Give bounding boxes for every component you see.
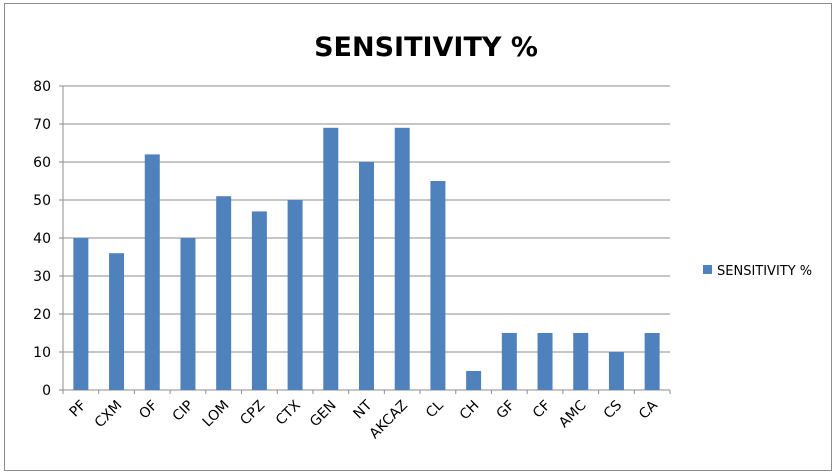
- chart-frame: [4, 3, 832, 471]
- bar-pf: [73, 238, 89, 390]
- y-tick-label: 30: [33, 269, 51, 285]
- bar-cxm: [109, 253, 125, 390]
- chart-title: SENSITIVITY %: [314, 32, 538, 63]
- bar-gen: [323, 127, 339, 391]
- bars: [73, 127, 660, 391]
- legend: SENSITIVITY %: [703, 264, 812, 279]
- y-tick-label: 20: [33, 307, 51, 323]
- bar-amc: [573, 333, 589, 390]
- bar-ch: [466, 371, 482, 390]
- x-tick-label: CA: [636, 397, 661, 422]
- x-tick-label: AKCAZ: [367, 398, 412, 443]
- bar-cpz: [251, 211, 267, 390]
- y-axis-ticks: 0 10 20 30 40 50 60 70 80: [33, 79, 51, 399]
- bar-cf: [537, 333, 553, 390]
- legend-label: SENSITIVITY %: [717, 264, 812, 279]
- x-tick-label: CH: [457, 398, 483, 424]
- y-tick-label: 50: [33, 193, 51, 209]
- bar-akcaz: [394, 127, 410, 391]
- y-tick-label: 0: [42, 383, 51, 399]
- x-tick-label: CF: [530, 398, 554, 422]
- bar-cip: [180, 238, 196, 390]
- bar-cs: [608, 352, 624, 390]
- x-tick-label: OF: [136, 398, 161, 423]
- x-tick-label: CIP: [170, 398, 197, 425]
- bar-cl: [430, 181, 446, 390]
- bar-of: [144, 154, 160, 390]
- y-tick-label: 10: [33, 345, 51, 361]
- x-tick-label: CPZ: [237, 398, 268, 429]
- x-tick-label: CTX: [273, 397, 304, 428]
- bar-ctx: [287, 200, 303, 390]
- y-tick-label: 40: [33, 231, 51, 247]
- x-tick-label: GEN: [307, 398, 340, 431]
- legend-swatch: [703, 265, 712, 274]
- x-tick-label: CL: [423, 397, 447, 421]
- y-tick-label: 60: [33, 155, 51, 171]
- x-tick-label: LOM: [200, 398, 233, 431]
- x-tick-label: NT: [351, 397, 376, 422]
- x-tick-label: GF: [493, 398, 518, 423]
- x-tick-label: PF: [67, 398, 90, 421]
- y-tick-label: 70: [33, 117, 51, 133]
- x-tick-label: AMC: [556, 397, 590, 431]
- bar-ca: [644, 333, 660, 390]
- y-tick-label: 80: [33, 79, 51, 95]
- x-tick-label: CXM: [92, 398, 126, 432]
- x-tick-label: CS: [601, 397, 626, 422]
- bar-nt: [359, 162, 374, 390]
- bar-gf: [501, 333, 517, 390]
- bar-lom: [216, 196, 232, 390]
